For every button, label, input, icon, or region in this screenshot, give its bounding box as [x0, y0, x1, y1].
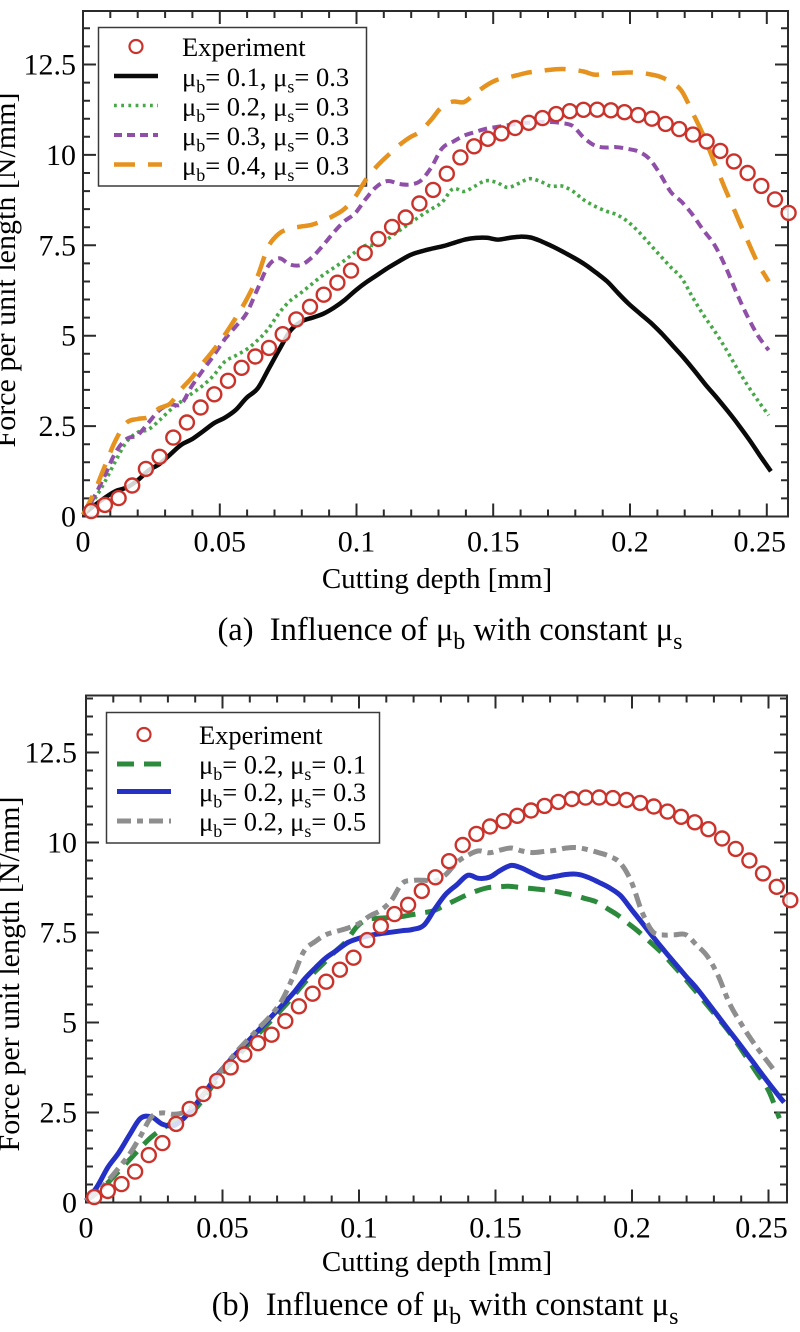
svg-text:0.1: 0.1: [340, 1212, 378, 1245]
svg-text:5: 5: [62, 1007, 77, 1040]
svg-text:μb= 0.2, μs= 0.1: μb= 0.2, μs= 0.1: [199, 750, 366, 785]
svg-text:μb= 0.2, μs= 0.3: μb= 0.2, μs= 0.3: [199, 777, 366, 812]
svg-text:(b) Influence of μb with cons: (b) Influence of μb with constant μs: [212, 1287, 679, 1330]
svg-text:μb= 0.2, μs= 0.3: μb= 0.2, μs= 0.3: [182, 92, 349, 127]
svg-text:Cutting depth [mm]: Cutting depth [mm]: [322, 1246, 552, 1278]
svg-text:Experiment: Experiment: [182, 32, 306, 62]
svg-text:10: 10: [46, 139, 76, 172]
svg-text:0.1: 0.1: [338, 526, 376, 559]
svg-text:12.5: 12.5: [24, 49, 77, 82]
svg-text:μb= 0.1, μs= 0.3: μb= 0.1, μs= 0.3: [182, 62, 349, 97]
svg-text:0: 0: [61, 501, 76, 534]
svg-text:0: 0: [76, 526, 91, 559]
svg-text:0.2: 0.2: [611, 526, 649, 559]
svg-text:2.5: 2.5: [39, 410, 77, 443]
svg-text:10: 10: [47, 827, 77, 860]
svg-text:Experiment: Experiment: [199, 720, 323, 750]
svg-text:μb= 0.4, μs= 0.3: μb= 0.4, μs= 0.3: [182, 151, 349, 186]
svg-text:2.5: 2.5: [40, 1097, 78, 1130]
svg-text:0.25: 0.25: [735, 1212, 788, 1245]
svg-text:12.5: 12.5: [25, 737, 78, 770]
svg-text:Force per unit length [N/mm]: Force per unit length [N/mm]: [0, 93, 22, 448]
svg-text:0.2: 0.2: [613, 1212, 651, 1245]
svg-text:0.05: 0.05: [194, 526, 247, 559]
svg-text:0: 0: [62, 1187, 77, 1220]
svg-text:0.05: 0.05: [196, 1212, 249, 1245]
svg-text:7.5: 7.5: [40, 917, 78, 950]
svg-text:Cutting depth [mm]: Cutting depth [mm]: [322, 563, 552, 595]
svg-text:μb= 0.3, μs= 0.3: μb= 0.3, μs= 0.3: [182, 121, 349, 156]
svg-text:0.15: 0.15: [467, 526, 520, 559]
svg-text:(a) Influence of μb with cons: (a) Influence of μb with constant μs: [217, 612, 682, 655]
svg-text:5: 5: [61, 320, 76, 353]
svg-text:μb= 0.2, μs= 0.5: μb= 0.2, μs= 0.5: [199, 807, 366, 842]
svg-text:0.25: 0.25: [734, 526, 787, 559]
svg-text:0: 0: [79, 1212, 94, 1245]
svg-text:7.5: 7.5: [39, 229, 77, 262]
svg-text:Force per unit length [N/mm]: Force per unit length [N/mm]: [0, 797, 26, 1152]
svg-text:0.15: 0.15: [469, 1212, 522, 1245]
